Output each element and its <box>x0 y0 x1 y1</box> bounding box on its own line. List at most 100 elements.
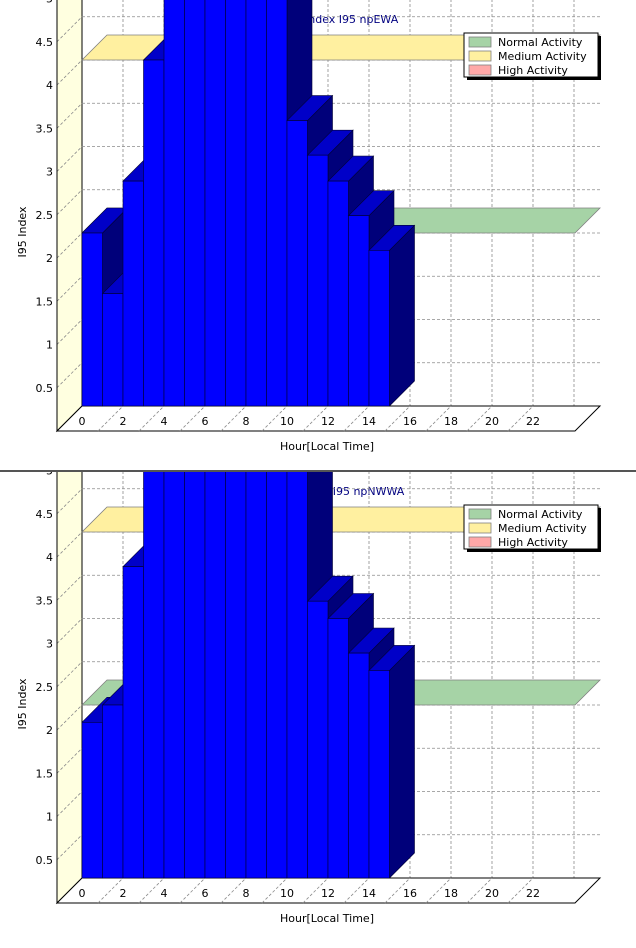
y-tick-label: 4 <box>46 551 53 564</box>
floor-grid-line <box>220 405 247 432</box>
y-tick-label: 1 <box>46 811 53 824</box>
bar-front <box>163 0 185 407</box>
grid-line-wall <box>56 704 83 731</box>
grid-line-wall <box>56 618 83 644</box>
grid-line-wall <box>56 319 83 345</box>
bar-front <box>327 618 349 879</box>
grid-line-wall <box>56 834 83 861</box>
y-tick-label: 5 <box>46 472 53 478</box>
legend-swatch <box>468 508 492 520</box>
floor-grid-line <box>261 405 288 432</box>
y-tick-label: 1 <box>46 339 53 352</box>
bar-front <box>102 704 124 879</box>
floor-grid-line <box>261 877 288 904</box>
x-tick-label: 14 <box>362 887 376 900</box>
bar-front <box>81 232 103 407</box>
y-tick-label: 4.5 <box>36 508 54 521</box>
floor-gridlines <box>97 405 534 432</box>
floor-grid-line <box>138 405 165 432</box>
bar-hour-14 <box>368 224 416 407</box>
bar-front <box>143 59 165 407</box>
y-tick-label: 0.5 <box>36 382 54 395</box>
bar-series <box>81 161 416 879</box>
grid-line-wall <box>56 488 83 515</box>
x-tick-label: 22 <box>526 887 540 900</box>
bar-front <box>286 120 308 407</box>
y-tick-label: 2 <box>46 252 53 265</box>
y-tick-label: 3 <box>46 638 53 651</box>
y-tick-label: 2 <box>46 724 53 737</box>
bar-hour-14 <box>368 644 416 879</box>
legend-swatch <box>468 36 492 48</box>
floor-grid-line <box>507 877 534 904</box>
chart-floor <box>55 405 602 432</box>
floor-grid-line <box>97 405 124 432</box>
bar-front <box>163 280 185 879</box>
y-axis-title: I95 Index <box>16 206 29 258</box>
grid-line-wall <box>56 232 83 259</box>
bar-front <box>307 154 329 407</box>
grid-line-wall <box>56 189 83 216</box>
x-tick-label: 14 <box>362 415 376 428</box>
x-tick-label: 0 <box>79 415 86 428</box>
x-tick-label: 8 <box>243 887 250 900</box>
floor-grid-line <box>179 877 206 904</box>
y-tick-label: 4 <box>46 79 53 92</box>
y-tick-label: 2.5 <box>36 209 54 222</box>
legend-entry: Medium Activity <box>498 50 587 63</box>
floor-grid-line <box>425 877 452 904</box>
y-axis-title: I95 Index <box>16 678 29 730</box>
x-tick-label: 6 <box>202 887 209 900</box>
bar-front <box>286 376 308 879</box>
floor-grid-line <box>384 405 411 432</box>
i95-npnwwa-chart: Ionospheric Index I95 npNWWA0.511.522.53… <box>16 161 602 925</box>
bar-front <box>245 161 267 879</box>
bar-front <box>204 0 226 407</box>
x-tick-label: 10 <box>280 887 294 900</box>
x-tick-label: 0 <box>79 887 86 900</box>
y-tick-label: 3.5 <box>36 594 54 607</box>
y-tick-label: 4.5 <box>36 36 54 49</box>
legend-swatch <box>468 64 492 76</box>
bar-series <box>81 0 416 407</box>
bar-front <box>348 652 370 879</box>
x-tick-label: 20 <box>485 887 499 900</box>
legend-entry: Normal Activity <box>498 36 583 49</box>
y-tick-label: 3.5 <box>36 122 54 135</box>
y-tick-label: 2.5 <box>36 681 54 694</box>
legend-swatch <box>468 50 492 62</box>
floor-grid-line <box>302 405 329 432</box>
bar-side <box>389 224 415 407</box>
floor-grid-line <box>179 405 206 432</box>
floor-grid-line <box>138 877 165 904</box>
bar-front <box>327 180 349 407</box>
x-axis-title: Hour[Local Time] <box>280 440 374 453</box>
floor-grid-line <box>507 405 534 432</box>
x-tick-label: 16 <box>403 415 417 428</box>
x-tick-label: 12 <box>321 415 335 428</box>
bar-front <box>122 566 144 879</box>
bar-front <box>266 0 288 407</box>
floor-grid-line <box>343 405 370 432</box>
bar-front <box>348 215 370 407</box>
bar-front <box>266 332 288 879</box>
x-tick-label: 8 <box>243 415 250 428</box>
bar-front <box>225 0 247 407</box>
bar-front <box>204 161 226 879</box>
legend-entry: High Activity <box>498 64 568 77</box>
grid-line-wall <box>56 791 83 817</box>
bar-front <box>122 180 144 407</box>
grid-line-wall <box>56 531 83 558</box>
bar-front <box>368 670 390 879</box>
floor-grid-line <box>343 877 370 904</box>
bar-front <box>368 250 390 407</box>
x-tick-label: 16 <box>403 887 417 900</box>
grid-line-wall <box>56 574 83 601</box>
bar-front <box>143 462 165 879</box>
bar-front <box>102 293 124 407</box>
x-tick-label: 2 <box>120 887 127 900</box>
floor-grid-line <box>302 877 329 904</box>
y-tick-label: 0.5 <box>36 854 54 867</box>
chart-panel-npewa: Ionospheric Index I95 npEWA 0.5 1 1.5 2 2.5 3 3… <box>0 0 636 472</box>
floor-grid-line <box>384 877 411 904</box>
